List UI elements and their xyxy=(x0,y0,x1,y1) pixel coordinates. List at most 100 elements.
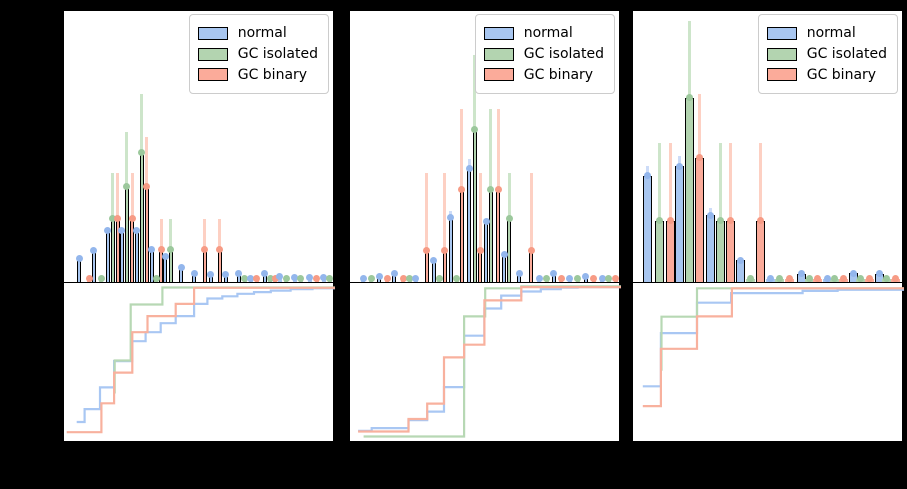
hist-bar-gc_isolated xyxy=(685,97,695,282)
errorbar-normal xyxy=(678,156,682,168)
hist-bar-gc_binary xyxy=(755,220,765,282)
hist-bar-gc_binary xyxy=(478,250,483,282)
marker-dot-normal xyxy=(306,274,314,282)
marker-dot-normal xyxy=(515,270,523,278)
legend-label: normal xyxy=(237,25,287,41)
errorbar-gc_binary xyxy=(159,219,163,252)
legend-swatch-gc_isolated xyxy=(483,47,514,61)
marker-dot-gc_binary xyxy=(666,217,674,225)
marker-dot-gc_binary xyxy=(696,154,704,162)
errorbar-gc_binary xyxy=(478,172,482,253)
errorbar-gc_isolated xyxy=(718,142,722,223)
hist-bar-gc_isolated xyxy=(110,218,115,282)
marker-dot-normal xyxy=(430,256,438,264)
errorbar-gc_isolated xyxy=(473,55,477,132)
legend-swatch-normal xyxy=(766,26,797,40)
marker-dot-gc_binary xyxy=(527,246,535,254)
hist-bar-gc_isolated xyxy=(488,189,493,282)
marker-dot-normal xyxy=(550,270,557,278)
legend: normal GC isolated GC binary xyxy=(188,14,329,95)
hist-bar-gc_binary xyxy=(725,220,735,282)
marker-dot-gc_binary xyxy=(157,245,165,253)
legend-item: GC binary xyxy=(766,67,887,84)
marker-dot-gc_binary xyxy=(128,214,136,222)
hist-bar-gc_binary xyxy=(496,189,500,282)
legend-swatch-gc_isolated xyxy=(766,47,797,61)
marker-dot-gc_binary xyxy=(839,275,847,283)
marker-dot-normal xyxy=(736,256,744,264)
marker-dot-normal xyxy=(75,255,83,263)
hist-bar-gc_isolated xyxy=(168,249,173,282)
marker-dot-normal xyxy=(766,275,774,283)
legend-swatch-gc_binary xyxy=(766,68,797,82)
errorbar-gc_isolated xyxy=(140,93,144,155)
cdf-line-gc_binary xyxy=(66,286,335,434)
marker-dot-normal xyxy=(875,270,883,278)
errorbar-gc_binary xyxy=(460,108,464,192)
cdf-line-normal xyxy=(642,288,904,388)
errorbar-gc_binary xyxy=(443,172,447,253)
marker-dot-gc_binary xyxy=(114,214,122,222)
hist-bar-gc_binary xyxy=(459,189,464,282)
hist-bar-gc_isolated xyxy=(654,220,664,282)
hist-bar-normal xyxy=(119,230,124,282)
marker-dot-normal xyxy=(320,274,328,282)
marker-dot-gc_binary xyxy=(865,275,873,283)
marker-dot-gc_binary xyxy=(143,183,151,190)
marker-dot-gc_isolated xyxy=(282,275,290,283)
hist-bar-gc_binary xyxy=(665,220,675,282)
marker-dot-gc_isolated xyxy=(543,275,550,283)
marker-dot-normal xyxy=(261,270,269,278)
hist-bar-gc_binary xyxy=(442,250,447,282)
marker-dot-gc_isolated xyxy=(435,275,443,283)
marker-dot-normal xyxy=(598,275,606,283)
errorbar-gc_isolated xyxy=(489,108,493,192)
marker-dot-normal xyxy=(118,226,126,234)
marker-dot-gc_isolated xyxy=(805,275,813,283)
hist-bar-gc_isolated xyxy=(715,220,725,282)
legend-swatch-gc_isolated xyxy=(197,47,228,61)
legend-swatch-gc_binary xyxy=(483,68,514,82)
hist-bar-gc_isolated xyxy=(507,218,512,282)
marker-dot-gc_isolated xyxy=(406,275,414,283)
marker-dot-gc_isolated xyxy=(655,217,663,225)
marker-dot-normal xyxy=(375,272,383,280)
errorbar-gc_binary xyxy=(425,172,429,253)
errorbar-gc_binary xyxy=(668,142,672,223)
marker-dot-gc_binary xyxy=(253,275,261,283)
legend-item: GC binary xyxy=(483,67,604,84)
marker-dot-normal xyxy=(161,252,169,260)
cdf-line-normal xyxy=(76,287,335,424)
marker-dot-gc_isolated xyxy=(97,275,105,283)
marker-dot-gc_binary xyxy=(813,275,821,283)
marker-dot-normal xyxy=(247,275,255,283)
marker-dot-gc_isolated xyxy=(471,125,479,133)
errorbar-gc_binary xyxy=(203,219,207,252)
marker-dot-normal xyxy=(447,213,455,221)
legend: normal GC isolated GC binary xyxy=(474,14,615,95)
marker-dot-normal xyxy=(148,245,156,253)
marker-dot-gc_binary xyxy=(313,275,321,283)
marker-dot-normal xyxy=(190,270,198,278)
marker-dot-normal xyxy=(235,269,242,277)
marker-dot-gc_isolated xyxy=(297,275,305,283)
cdf-panel-right xyxy=(632,283,904,442)
errorbar-gc_binary xyxy=(529,172,533,253)
marker-dot-gc_isolated xyxy=(716,217,724,225)
cdf-plot xyxy=(358,285,621,438)
marker-dot-normal xyxy=(566,275,573,283)
cdf-panel-middle xyxy=(349,283,621,442)
hist-bar-gc_binary xyxy=(424,250,429,282)
marker-dot-gc_binary xyxy=(271,275,279,283)
marker-dot-normal xyxy=(359,275,367,283)
marker-dot-gc_isolated xyxy=(266,275,274,283)
legend: normal GC isolated GC binary xyxy=(757,14,898,95)
legend-label: GC isolated xyxy=(523,45,604,62)
legend-item: GC isolated xyxy=(766,46,887,63)
marker-dot-gc_binary xyxy=(85,275,93,283)
marker-dot-gc_binary xyxy=(423,246,431,254)
marker-dot-gc_isolated xyxy=(123,183,131,190)
errorbar-gc_binary xyxy=(145,137,149,189)
marker-dot-normal xyxy=(90,246,97,254)
